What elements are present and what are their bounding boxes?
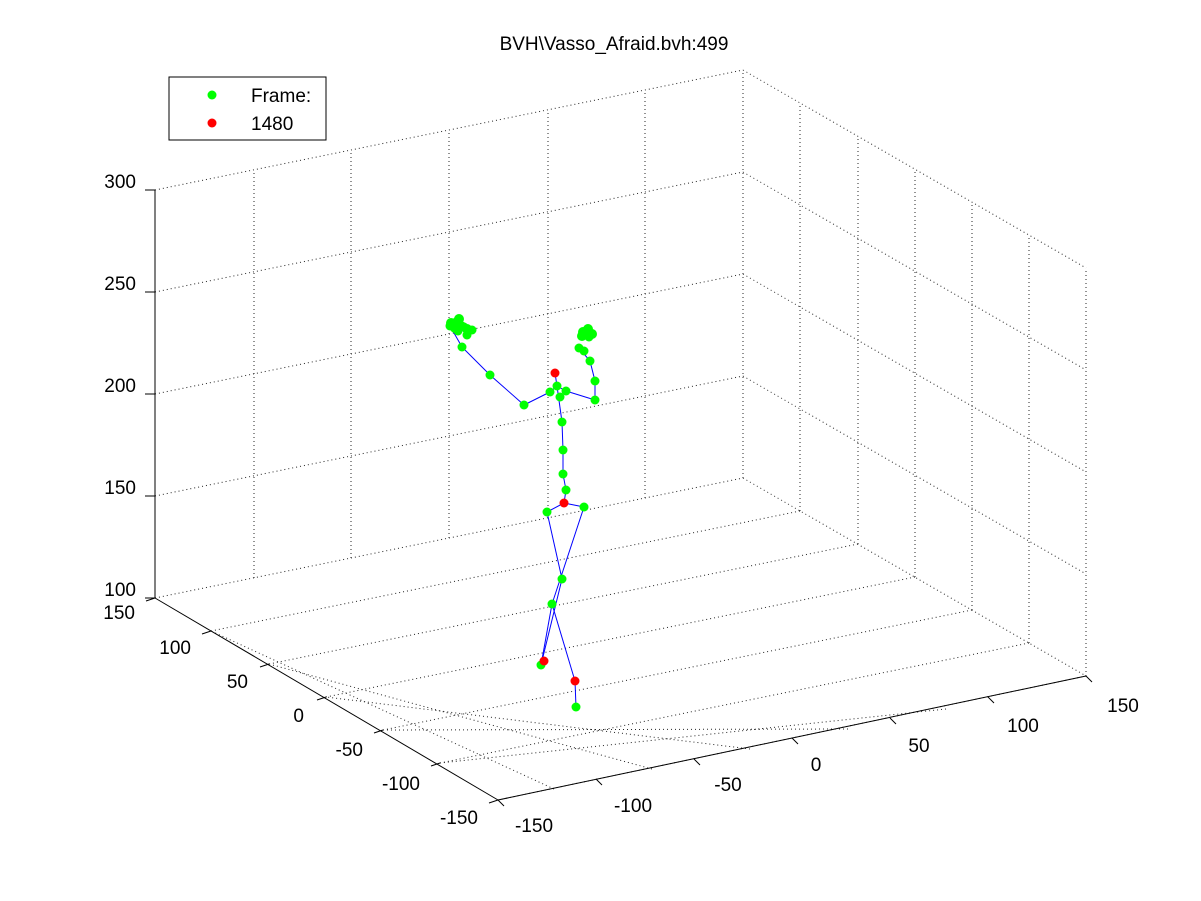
joint-marker <box>584 332 594 342</box>
y-tick-label: 0 <box>293 706 304 727</box>
joint-marker <box>561 485 571 495</box>
z-tick-label: 300 <box>104 172 136 193</box>
skeleton-bone <box>561 421 564 451</box>
y-tick-label: -150 <box>440 808 478 829</box>
chart-title: BVH\Vasso_Afraid.bvh:499 <box>500 34 729 55</box>
joint-marker <box>557 574 567 584</box>
axes <box>145 189 1093 807</box>
z-tick-label: 100 <box>104 580 136 601</box>
x-tick-label: 150 <box>1107 696 1139 717</box>
skeleton-bone <box>556 385 563 423</box>
y-axis-ticks: 150 100 50 0 -50 -100 -150 <box>103 603 478 829</box>
joint-marker <box>552 381 562 391</box>
legend: Frame: 1480 <box>168 76 327 141</box>
joint-marker <box>571 702 581 712</box>
y-tick-label: -100 <box>382 774 420 795</box>
joint-marker <box>558 469 568 479</box>
joint-marker <box>555 392 565 402</box>
joint-marker <box>459 322 469 332</box>
legend-box <box>168 76 327 141</box>
end-site-marker <box>539 656 549 666</box>
y-tick-label: 100 <box>159 638 191 659</box>
x-tick-label: 0 <box>811 755 822 776</box>
joint-marker <box>445 321 455 331</box>
joint-marker <box>590 395 600 405</box>
x-tick-label: 50 <box>908 736 929 757</box>
z-tick-label: 250 <box>104 274 136 295</box>
joint-marker <box>545 387 555 397</box>
joint-marker <box>542 507 552 517</box>
joint-marker <box>485 370 495 380</box>
skeleton-bone <box>540 578 563 666</box>
end-site-marker <box>570 676 580 686</box>
skeleton-bone <box>551 506 585 605</box>
z-tick-label: 150 <box>104 478 136 499</box>
skeleton-bone <box>546 511 563 580</box>
z-axis-ticks: 100 150 200 250 300 <box>104 172 136 601</box>
skeleton-bone <box>489 374 525 406</box>
z-tick-label: 200 <box>104 376 136 397</box>
joint-marker <box>558 445 568 455</box>
legend-label-end-site: 1480 <box>251 114 293 135</box>
joint-marker <box>585 356 595 366</box>
joint-marker <box>557 417 567 427</box>
y-tick-label: 150 <box>103 603 135 624</box>
y-axis-line <box>154 597 499 801</box>
skeleton-bone <box>540 603 553 666</box>
joint-marker <box>579 346 589 356</box>
x-tick-label: -100 <box>614 796 652 817</box>
legend-marker-end-site <box>207 118 217 128</box>
joint-marker <box>547 599 557 609</box>
x-axis-ticks: -150 -100 -50 0 50 100 150 <box>515 696 1139 837</box>
x-tick-label: -150 <box>515 816 553 837</box>
end-site-marker <box>559 498 569 508</box>
joint-marker <box>457 342 467 352</box>
legend-label-frame: Frame: <box>251 86 311 107</box>
legend-marker-frame <box>207 90 217 100</box>
skeleton-bone <box>523 391 551 406</box>
skeleton-bone <box>565 390 596 401</box>
joint-marker <box>561 386 571 396</box>
joint-marker <box>519 400 529 410</box>
y-tick-label: 50 <box>227 672 248 693</box>
x-tick-label: -50 <box>714 775 741 796</box>
y-tick-label: -50 <box>336 740 363 761</box>
x-tick-label: 100 <box>1007 716 1039 737</box>
joint-marker <box>590 376 600 386</box>
skeleton-bone <box>551 603 576 682</box>
skeleton-bone <box>461 346 491 376</box>
joint-marker <box>579 502 589 512</box>
joint-marker <box>462 330 472 340</box>
end-site-marker <box>550 368 560 378</box>
skeleton-plot <box>445 314 600 712</box>
